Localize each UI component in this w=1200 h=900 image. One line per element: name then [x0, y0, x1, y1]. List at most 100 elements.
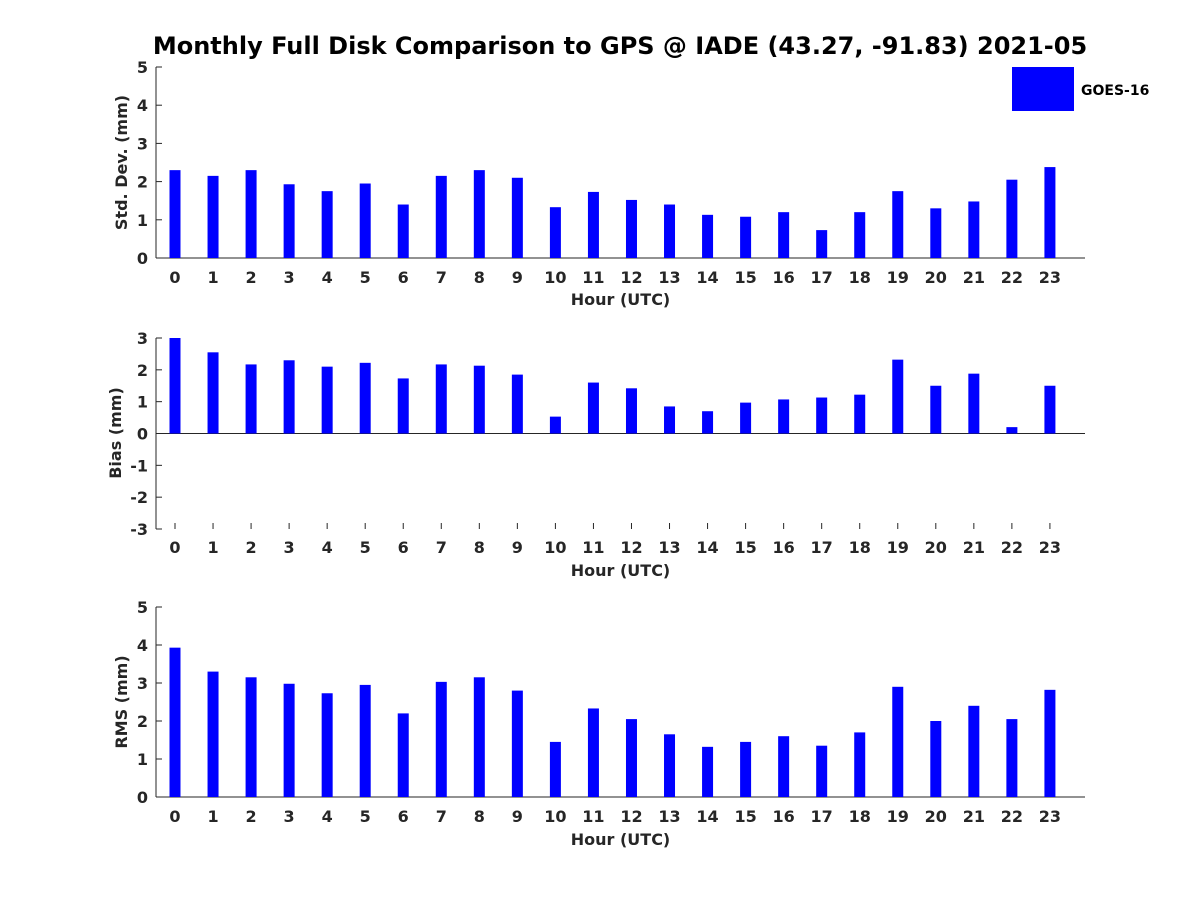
bias-bar-hour-4	[321, 366, 333, 434]
std-dev-xtick-label: 15	[734, 268, 756, 287]
rms-xtick-label: 16	[773, 807, 795, 826]
rms-ytick-label: 1	[137, 750, 148, 769]
bias-ytick-label: 0	[137, 425, 148, 444]
bias-xtick-label: 20	[925, 538, 947, 557]
rms-bar-hour-2	[245, 677, 257, 797]
std-dev-bar-hour-9	[511, 177, 523, 258]
std-dev-xtick-label: 23	[1039, 268, 1061, 287]
bias-xtick-label: 7	[436, 538, 447, 557]
bias-bar-hour-23	[1044, 385, 1056, 434]
bias-bar-hour-3	[283, 360, 295, 434]
rms-ytick-label: 3	[137, 674, 148, 693]
std-dev-xtick-label: 6	[398, 268, 409, 287]
rms-xtick-label: 20	[925, 807, 947, 826]
rms-xtick-label: 10	[544, 807, 566, 826]
bias-bar-hour-15	[740, 402, 752, 434]
std-dev-bar-hour-4	[321, 191, 333, 258]
rms-bar-hour-1	[207, 671, 219, 797]
bias-xtick-label: 22	[1001, 538, 1023, 557]
rms-ytick-label: 4	[137, 636, 148, 655]
legend-swatch	[1012, 67, 1074, 111]
bias-xtick-label: 12	[620, 538, 642, 557]
std-dev-xtick-label: 20	[925, 268, 947, 287]
std-dev-xtick-label: 14	[696, 268, 718, 287]
std-dev-xtick-label: 18	[849, 268, 871, 287]
bias-ytick-label: 1	[137, 393, 148, 412]
rms-xtick-label: 3	[284, 807, 295, 826]
rms-bar-hour-13	[664, 734, 676, 797]
std-dev-ytick-label: 3	[137, 134, 148, 153]
bias-bar-hour-8	[473, 365, 485, 434]
rms-ytick-label: 5	[137, 598, 148, 617]
std-dev-xtick-label: 1	[207, 268, 218, 287]
bias-bar-hour-12	[625, 388, 637, 434]
std-dev-bar-hour-19	[892, 191, 904, 258]
bias-bar-hour-17	[816, 397, 828, 434]
bias-bar-hour-6	[397, 378, 409, 434]
bias-ytick-label: -3	[130, 520, 148, 539]
bias-xtick-label: 17	[811, 538, 833, 557]
rms-bar-hour-23	[1044, 689, 1056, 797]
std-dev-ytick-label: 0	[137, 249, 148, 268]
std-dev-bar-hour-1	[207, 175, 219, 258]
std-dev-xtick-label: 3	[284, 268, 295, 287]
std-dev-bar-hour-6	[397, 204, 409, 258]
bias-bar-hour-10	[549, 416, 561, 434]
bias-ylabel: Bias (mm)	[106, 387, 125, 479]
rms-xtick-label: 7	[436, 807, 447, 826]
bias-xtick-label: 13	[658, 538, 680, 557]
rms-xtick-label: 17	[811, 807, 833, 826]
rms-ytick-label: 2	[137, 712, 148, 731]
rms-bar-hour-21	[968, 705, 980, 797]
std-dev-bar-hour-3	[283, 184, 295, 258]
bias-ytick-label: 2	[137, 361, 148, 380]
std-dev-bar-hour-16	[778, 212, 790, 258]
rms-bar-hour-0	[169, 647, 181, 797]
bias-xtick-label: 4	[322, 538, 333, 557]
std-dev-bar-hour-22	[1006, 179, 1018, 258]
rms-xtick-label: 18	[849, 807, 871, 826]
rms-xtick-label: 1	[207, 807, 218, 826]
rms-xtick-label: 14	[696, 807, 718, 826]
std-dev-bar-hour-11	[587, 191, 599, 258]
bias-bar-hour-22	[1006, 427, 1018, 434]
std-dev-bar-hour-14	[702, 214, 714, 258]
bias-xlabel: Hour (UTC)	[571, 561, 671, 580]
bias-xtick-label: 0	[169, 538, 180, 557]
bias-bar-hour-19	[892, 359, 904, 434]
rms-xtick-label: 19	[887, 807, 909, 826]
rms-xtick-label: 2	[246, 807, 257, 826]
std-dev-bar-hour-8	[473, 170, 485, 258]
bias-bar-hour-0	[169, 338, 181, 434]
legend-label: GOES-16	[1081, 83, 1149, 99]
bias-xtick-label: 11	[582, 538, 604, 557]
bias-xtick-label: 8	[474, 538, 485, 557]
std-dev-xtick-label: 9	[512, 268, 523, 287]
std-dev-xlabel: Hour (UTC)	[571, 290, 671, 309]
rms-bar-hour-10	[549, 741, 561, 797]
bias-bar-hour-14	[702, 411, 714, 434]
bias-xtick-label: 6	[398, 538, 409, 557]
std-dev-bar-hour-21	[968, 201, 980, 258]
std-dev-xtick-label: 21	[963, 268, 985, 287]
std-dev-bar-hour-23	[1044, 167, 1056, 258]
std-dev-ytick-label: 4	[137, 96, 148, 115]
std-dev-bar-hour-17	[816, 230, 828, 258]
rms-bar-hour-3	[283, 683, 295, 797]
rms-bar-hour-22	[1006, 719, 1018, 797]
bias-ytick-label: 3	[137, 329, 148, 348]
rms-bar-hour-6	[397, 713, 409, 797]
std-dev-bar-hour-13	[664, 204, 676, 258]
std-dev-xtick-label: 2	[246, 268, 257, 287]
rms-xtick-label: 0	[169, 807, 180, 826]
bias-bar-hour-16	[778, 399, 790, 434]
bias-xtick-label: 23	[1039, 538, 1061, 557]
std-dev-xtick-label: 4	[322, 268, 333, 287]
bias-ytick-label: -1	[130, 456, 148, 475]
rms-xtick-label: 13	[658, 807, 680, 826]
std-dev-bar-hour-18	[854, 212, 866, 258]
bias-xtick-label: 9	[512, 538, 523, 557]
std-dev-bar-hour-12	[625, 199, 637, 258]
